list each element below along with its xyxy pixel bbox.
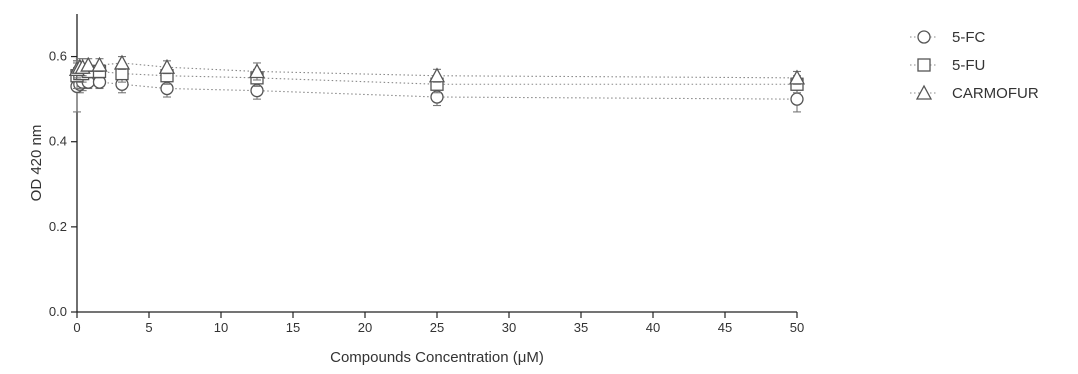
legend-item: 5-FU [910,57,985,74]
x-tick-label: 40 [646,320,660,335]
x-tick-label: 20 [358,320,372,335]
y-tick-label: 0.4 [49,134,67,149]
legend-label: 5-FU [952,57,985,74]
legend-label: 5-FC [952,29,986,46]
y-tick-label: 0.6 [49,49,67,64]
series-layer [70,56,804,112]
legend-label: CARMOFUR [952,85,1039,102]
axes [77,14,797,312]
data-point-circle [791,93,803,105]
x-tick-label: 35 [574,320,588,335]
series-triangle [70,56,804,84]
x-tick-label: 30 [502,320,516,335]
data-point-circle [918,31,930,43]
legend-item: 5-FC [910,29,986,46]
y-axis-label: OD 420 nm [28,125,45,202]
x-axis-label: Compounds Concentration (μM) [330,349,544,366]
y-tick-label: 0.2 [49,219,67,234]
x-tick-label: 15 [286,320,300,335]
y-tick-label: 0.0 [49,304,67,319]
legend: 5-FC 5-FU CARMOFUR [910,29,1039,102]
x-tick-label: 10 [214,320,228,335]
x-tick-label: 50 [790,320,804,335]
x-ticks: 0 5 10 15 20 25 30 35 40 45 50 [73,312,804,335]
x-tick-label: 25 [430,320,444,335]
x-tick-label: 5 [145,320,152,335]
data-point-triangle [160,60,174,73]
data-point-triangle [115,56,129,69]
x-tick-label: 45 [718,320,732,335]
data-point-square [918,59,930,71]
x-tick-label: 0 [73,320,80,335]
legend-item: CARMOFUR [910,85,1039,102]
